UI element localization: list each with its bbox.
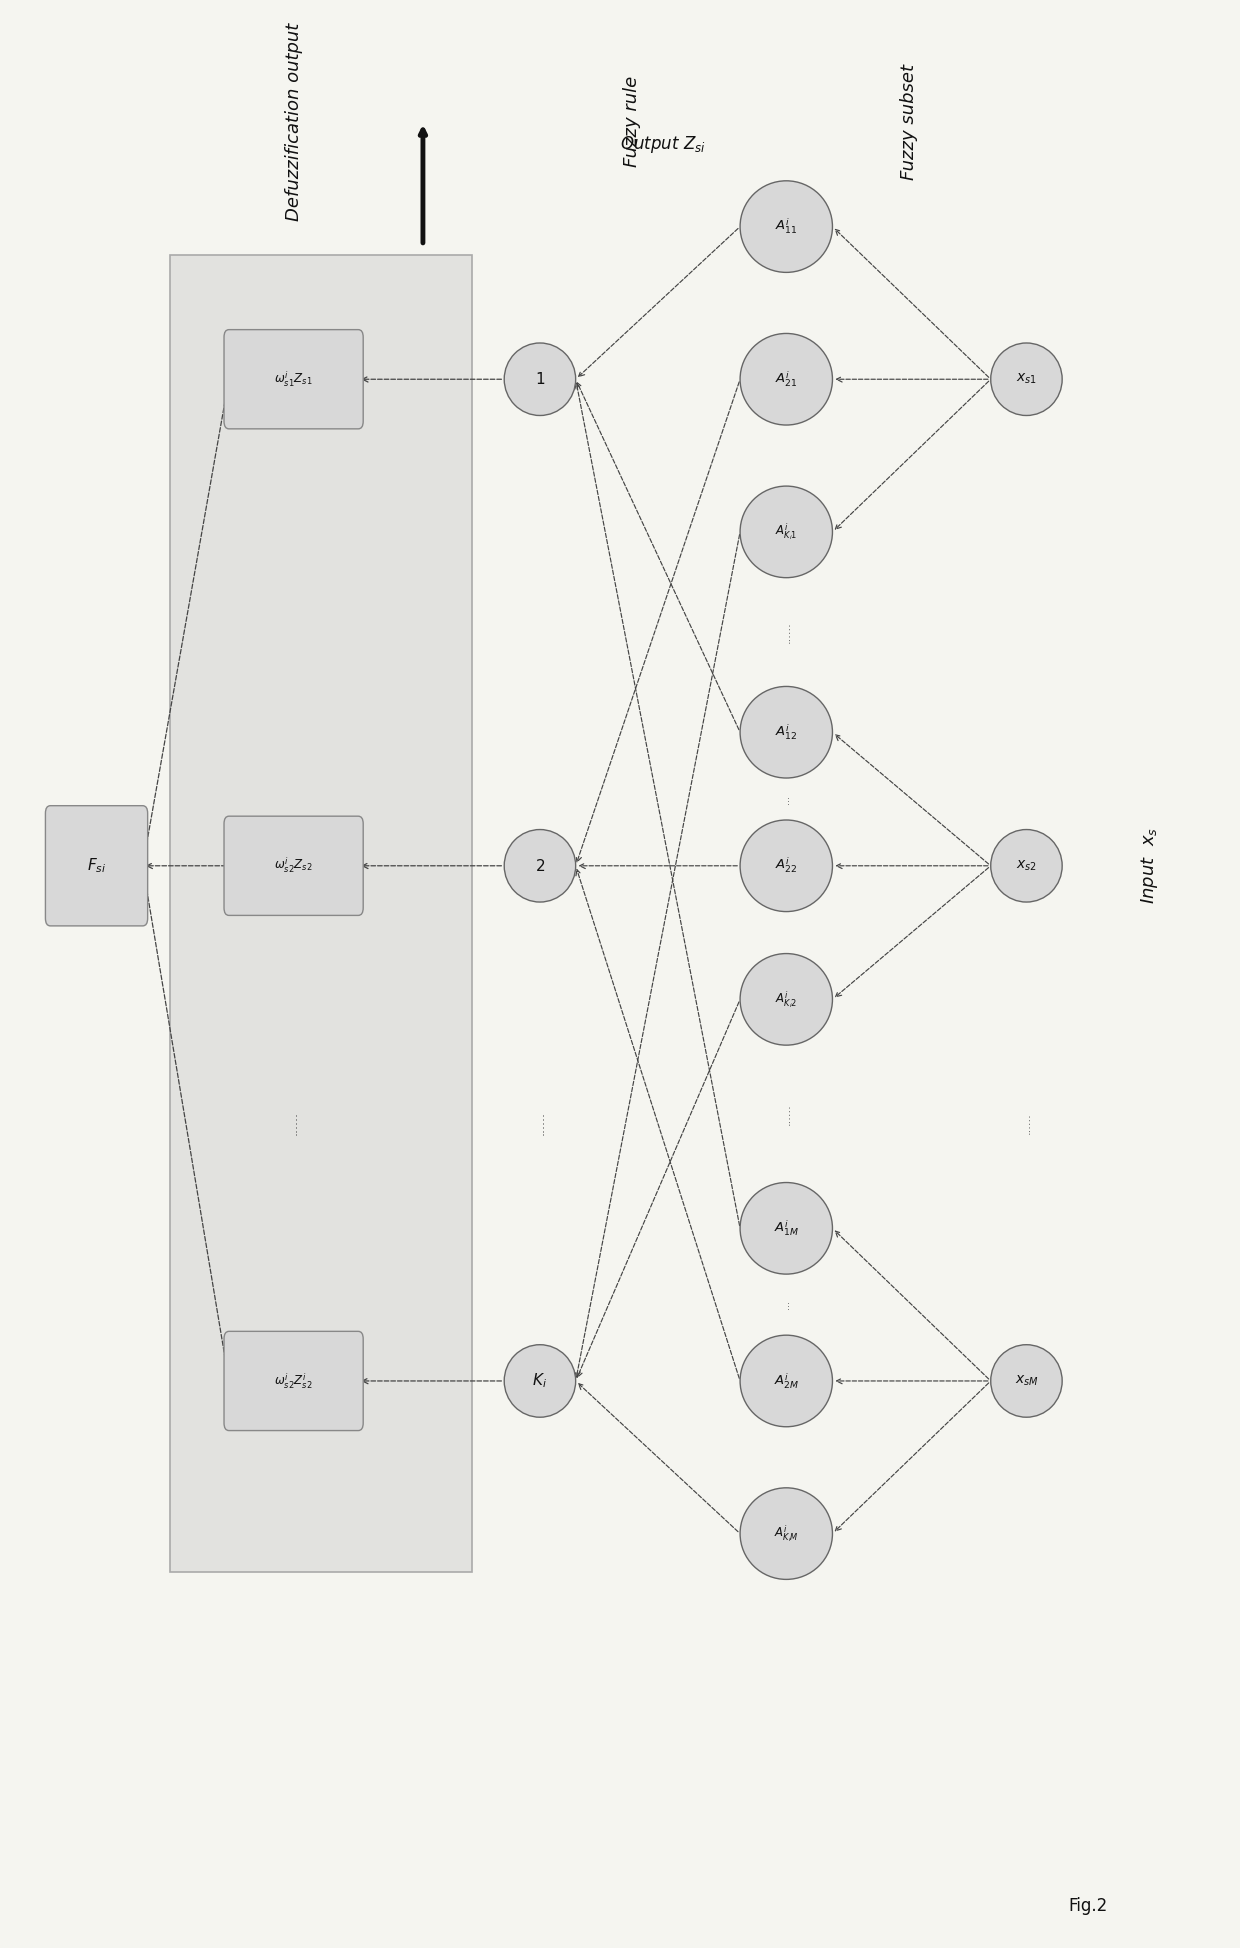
Ellipse shape [740,820,832,912]
FancyBboxPatch shape [224,816,363,916]
Text: $A^i_{12}$: $A^i_{12}$ [775,723,797,742]
Text: ......: ...... [533,1112,547,1136]
FancyBboxPatch shape [170,255,472,1572]
Text: $A^i_{11}$: $A^i_{11}$ [775,216,797,236]
Text: Input  $x_s$: Input $x_s$ [1140,828,1161,904]
Ellipse shape [505,830,575,902]
FancyBboxPatch shape [46,806,148,925]
Text: ......: ...... [1022,1112,1032,1134]
Text: $A^i_{K_i2}$: $A^i_{K_i2}$ [775,990,797,1009]
Text: $A^i_{K_i1}$: $A^i_{K_i1}$ [775,522,797,542]
Text: ......: ...... [781,1103,791,1124]
Text: $1$: $1$ [534,372,546,388]
Text: $K_i$: $K_i$ [532,1371,547,1391]
Ellipse shape [740,686,832,777]
Text: $x_{sM}$: $x_{sM}$ [1014,1373,1038,1389]
Text: Fuzzy rule: Fuzzy rule [624,76,641,168]
Ellipse shape [740,181,832,273]
FancyBboxPatch shape [224,329,363,429]
FancyBboxPatch shape [224,1330,363,1430]
Text: $x_{s1}$: $x_{s1}$ [1016,372,1037,386]
Text: ...: ... [781,1299,791,1309]
Text: Fig.2: Fig.2 [1069,1897,1107,1915]
Text: Output $Z_{si}$: Output $Z_{si}$ [620,134,706,156]
Text: ......: ...... [781,621,791,643]
Ellipse shape [740,487,832,579]
Text: $\omega^i_{s2}Z^i_{s2}$: $\omega^i_{s2}Z^i_{s2}$ [274,1371,312,1391]
Ellipse shape [991,830,1063,902]
Text: $A^i_{1M}$: $A^i_{1M}$ [774,1219,799,1239]
Text: $2$: $2$ [534,857,546,875]
Text: $A^i_{21}$: $A^i_{21}$ [775,370,797,390]
Text: Defuzzification output: Defuzzification output [285,23,303,220]
Ellipse shape [505,343,575,415]
Text: ......: ...... [288,1112,300,1136]
Text: ...: ... [781,795,791,803]
Text: $\omega^i_{s2}Z_{s2}$: $\omega^i_{s2}Z_{s2}$ [274,855,312,875]
Ellipse shape [505,1344,575,1418]
Ellipse shape [991,1344,1063,1418]
Text: $A^i_{2M}$: $A^i_{2M}$ [774,1371,799,1391]
Text: $A^i_{K_iM}$: $A^i_{K_iM}$ [774,1523,799,1545]
Ellipse shape [740,333,832,425]
Text: Fuzzy subset: Fuzzy subset [900,64,919,179]
Ellipse shape [740,1182,832,1274]
Text: $A^i_{22}$: $A^i_{22}$ [775,855,797,875]
Text: $\omega^i_{s1}Z_{s1}$: $\omega^i_{s1}Z_{s1}$ [274,370,312,390]
Ellipse shape [740,955,832,1046]
Ellipse shape [991,343,1063,415]
Text: $F_{si}$: $F_{si}$ [87,857,107,875]
Ellipse shape [740,1488,832,1580]
Text: $x_{s2}$: $x_{s2}$ [1016,859,1037,873]
Ellipse shape [740,1334,832,1426]
